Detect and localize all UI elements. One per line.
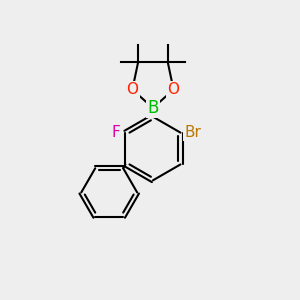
Text: Br: Br — [184, 125, 201, 140]
Text: B: B — [147, 99, 159, 117]
Text: O: O — [126, 82, 138, 97]
Text: F: F — [112, 125, 120, 140]
Text: O: O — [168, 82, 180, 97]
